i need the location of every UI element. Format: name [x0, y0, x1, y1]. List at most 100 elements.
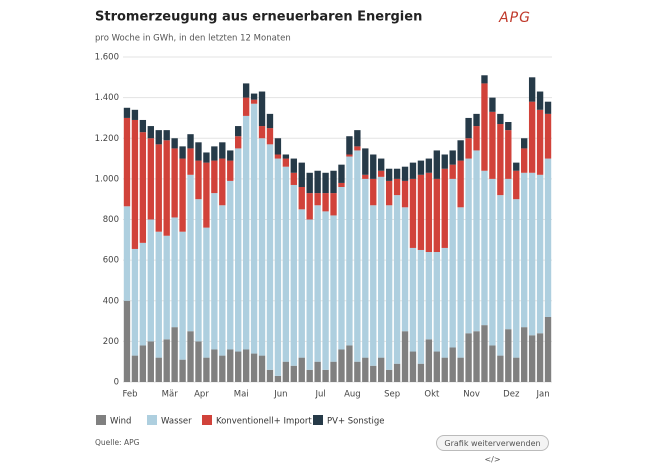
bar-segment [457, 160, 464, 208]
bar-segment [242, 97, 250, 116]
bar-segment [298, 357, 305, 382]
bar-segment [346, 154, 353, 157]
bar-segment [250, 353, 258, 382]
bar-segment [227, 150, 234, 161]
bar-segment [544, 101, 552, 114]
bar-segment [544, 158, 552, 317]
bar-segment [489, 178, 496, 346]
bar-segment [290, 184, 297, 366]
bar-segment [274, 154, 282, 159]
legend-label: PV+ Sonstige [327, 417, 385, 427]
bar-segment [123, 117, 131, 207]
bar-segment [465, 158, 472, 334]
legend-swatch [313, 415, 323, 425]
chart-title: Stromerzeugung aus erneuerbaren Energien [95, 10, 422, 25]
bar-segment [266, 128, 274, 145]
bar-segment [282, 154, 290, 159]
bar-segment [163, 140, 170, 236]
bar-segment [505, 130, 512, 179]
bar-segment [441, 154, 448, 169]
bar-segment [235, 126, 242, 137]
bar-segment [227, 160, 234, 181]
bar-segment [497, 124, 504, 196]
bar-segment [489, 345, 496, 382]
bar-segment [449, 347, 456, 382]
bar-segment [187, 331, 194, 382]
bar-segment [417, 249, 425, 364]
bar-segment [258, 126, 266, 139]
bar-segment [393, 178, 401, 196]
bar-segment [242, 115, 250, 350]
bar-segment [528, 77, 536, 102]
bar-segment [147, 138, 154, 220]
bar-segment [441, 168, 448, 248]
bar-segment [123, 206, 131, 301]
bar-segment [346, 136, 353, 155]
bar-segment [489, 97, 496, 112]
bar-segment [401, 180, 409, 208]
bar-segment [354, 146, 361, 151]
bar-segment [306, 193, 313, 220]
bar-segment [425, 339, 433, 382]
bar-segment [266, 113, 274, 129]
bar-segment [163, 339, 170, 382]
bar-segment [417, 160, 425, 175]
bar-segment [378, 176, 385, 358]
bar-segment [417, 174, 425, 250]
bar-segment [187, 148, 194, 175]
bar-segment [306, 219, 313, 370]
x-tick-label: Okt [424, 390, 440, 400]
bar-segment [393, 195, 401, 364]
bar-segment [211, 193, 218, 350]
bar-segment [473, 331, 480, 382]
bar-segment [330, 361, 337, 382]
bar-segment [219, 205, 226, 356]
bar-segment [147, 126, 154, 139]
bar-segment [235, 136, 242, 149]
legend-swatch [147, 415, 157, 425]
bar-segment [401, 207, 409, 332]
bar-segment [489, 111, 496, 179]
bar-segment [211, 160, 218, 194]
bar-segment [433, 252, 440, 352]
bar-segment [362, 148, 369, 175]
bar-segment [346, 345, 353, 382]
bar-segment [195, 160, 202, 200]
bar-segment [473, 150, 480, 332]
bar-segment [385, 180, 393, 206]
bar-segment [282, 166, 290, 362]
bar-segment [258, 91, 266, 127]
bar-segment [266, 144, 274, 370]
bar-segment [290, 365, 297, 382]
bar-segment [401, 331, 409, 382]
x-tick-label: Jul [315, 390, 326, 400]
bar-segment [505, 329, 512, 382]
bar-segment [203, 152, 210, 163]
bar-segment [314, 170, 321, 194]
bar-segment [481, 75, 488, 84]
bar-segment [521, 138, 528, 149]
bar-segment [536, 109, 544, 175]
bar-segment [274, 375, 282, 382]
bar-segment [131, 109, 139, 120]
bar-segment [322, 193, 329, 212]
legend-label: Wasser [161, 417, 192, 427]
bar-segment [195, 341, 202, 382]
legend-swatch [202, 415, 212, 425]
bar-segment [322, 211, 329, 370]
bar-segment [298, 209, 305, 358]
bar-segment [282, 158, 290, 167]
bar-segment [211, 349, 218, 382]
bar-segment [481, 170, 488, 326]
x-tick-label: Sep [384, 390, 400, 400]
legend-label: Konventionell+ Import [216, 417, 312, 427]
bar-segment [203, 162, 210, 228]
bar-segment [457, 140, 464, 161]
bar-segment [147, 219, 154, 342]
bar-segment [449, 178, 456, 348]
x-tick-label: Aug [344, 390, 361, 400]
reuse-button[interactable]: Grafik weiterverwenden </> [436, 435, 549, 464]
bar-segment [139, 119, 147, 133]
bar-segment [131, 248, 139, 356]
bar-segment [266, 369, 274, 382]
